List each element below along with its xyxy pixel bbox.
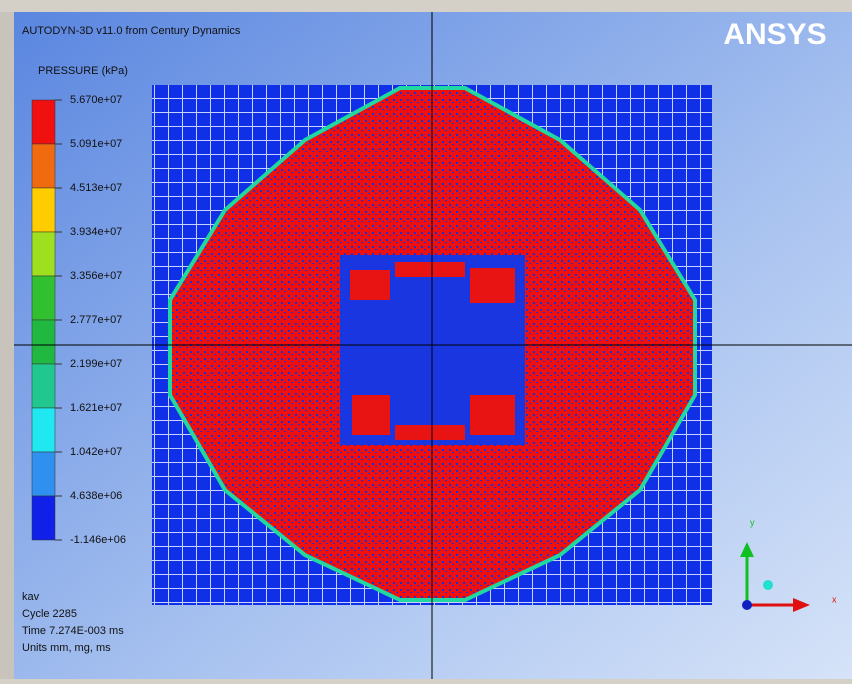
- logo: ANSYS: [723, 18, 826, 51]
- status-line: kav: [22, 591, 40, 603]
- color-swatch: [32, 276, 55, 320]
- window-title: AUTODYN-3D v11.0 from Century Dynamics: [22, 25, 241, 37]
- color-swatch: [32, 496, 55, 540]
- color-swatch: [32, 452, 55, 496]
- legend-label: 5.670e+07: [70, 94, 122, 106]
- side-panel: [0, 12, 14, 679]
- legend-title: PRESSURE (kPa): [38, 65, 128, 77]
- status-line: Units mm, mg, ms: [22, 642, 111, 654]
- legend-label: 4.513e+07: [70, 182, 122, 194]
- triad-origin: [742, 600, 752, 610]
- legend-label: -1.146e+06: [70, 534, 126, 546]
- status-line: Time 7.274E-003 ms: [22, 625, 124, 637]
- color-swatch: [32, 408, 55, 452]
- toolbar[interactable]: [0, 0, 852, 12]
- legend-label: 1.042e+07: [70, 446, 122, 458]
- legend-label: 5.091e+07: [70, 138, 122, 150]
- legend-label: 3.934e+07: [70, 226, 122, 238]
- autodyn-window: AUTODYN-3D v11.0 from Century Dynamics A…: [0, 0, 852, 679]
- color-swatch: [32, 232, 55, 276]
- color-swatch: [32, 364, 55, 408]
- legend-label: 1.621e+07: [70, 402, 122, 414]
- legend-label: 2.199e+07: [70, 358, 122, 370]
- color-swatch: [32, 320, 55, 364]
- legend-label: 3.356e+07: [70, 270, 122, 282]
- legend-label: 4.638e+06: [70, 490, 122, 502]
- color-swatch: [32, 144, 55, 188]
- triad-y-label: y: [750, 517, 755, 527]
- color-swatch: [32, 100, 55, 144]
- legend-label: 2.777e+07: [70, 314, 122, 326]
- status-line: Cycle 2285: [22, 608, 77, 620]
- triad-z: [763, 580, 773, 590]
- color-swatch: [32, 188, 55, 232]
- triad-x-label: x: [832, 594, 837, 604]
